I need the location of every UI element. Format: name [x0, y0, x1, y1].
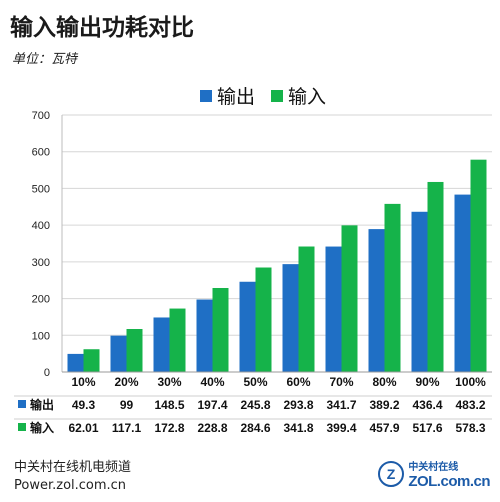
x-tick-label: 60% [286, 375, 310, 389]
footer-url: Power.zol.com.cn [14, 478, 127, 493]
legend-item-output: 输出 [200, 82, 255, 109]
x-tick-label: 10% [71, 375, 95, 389]
bar-output [325, 246, 342, 372]
y-tick-label: 100 [32, 330, 50, 342]
zol-logo: Z 中关村在线 ZOL.com.cn [378, 458, 490, 490]
data-label-input: 578.3 [455, 421, 485, 435]
x-tick-label: 40% [200, 375, 224, 389]
x-tick-label: 90% [415, 375, 439, 389]
x-tick-label: 50% [243, 375, 267, 389]
bar-input [384, 203, 401, 372]
legend-label-input: 输入 [288, 86, 327, 108]
bars [67, 159, 487, 372]
bar-output [282, 264, 299, 372]
chart-title: 输入输出功耗对比 [10, 15, 194, 41]
bar-input [169, 308, 186, 372]
legend: 输出 输入 [200, 82, 334, 109]
data-label-input: 399.4 [326, 421, 356, 435]
bar-output [153, 317, 170, 372]
bar-chart: 0 100 200 300 400 500 600 700 10% 49.3 62.01 20% 99… [14, 110, 492, 435]
y-tick-label: 400 [32, 220, 50, 232]
bar-output [110, 335, 127, 372]
y-tick-label: 700 [32, 110, 50, 122]
bar-output [239, 281, 256, 372]
bar-output [67, 353, 84, 372]
legend-swatch-output [200, 89, 212, 102]
data-label-output: 245.8 [240, 398, 270, 412]
data-label-output: 436.4 [412, 398, 442, 412]
data-label-input: 117.1 [112, 421, 142, 435]
zol-logo-icon: Z [378, 461, 405, 487]
data-label-output: 197.4 [197, 398, 227, 412]
bar-input [212, 287, 229, 372]
legend-label-output: 输出 [217, 86, 256, 108]
y-tick-label: 0 [44, 367, 50, 379]
x-tick-label: 100% [455, 375, 486, 389]
bar-input [470, 159, 487, 372]
x-tick-label: 20% [114, 375, 138, 389]
data-label-input: 284.6 [240, 421, 270, 435]
table-swatch-input [18, 423, 26, 431]
legend-item-input: 输入 [271, 82, 326, 109]
table-row-label-input: 输入 [30, 420, 54, 435]
zol-logo-cn: 中关村在线 [408, 462, 459, 473]
zol-logo-en: ZOL.com.cn [408, 473, 490, 490]
bar-input [341, 225, 358, 372]
y-axis: 0 100 200 300 400 500 600 700 [32, 110, 492, 379]
bar-input [126, 329, 143, 372]
data-label-output: 341.7 [326, 398, 356, 412]
x-tick-label: 70% [329, 375, 353, 389]
data-label-output: 99 [120, 398, 134, 412]
data-label-output: 49.3 [72, 398, 96, 412]
table-swatch-output [18, 400, 26, 408]
x-tick-label: 80% [372, 375, 396, 389]
table-row-label-output: 输出 [30, 397, 54, 412]
data-table: 10% 49.3 62.01 20% 99 117.1 30% 148.5 172.8 40% 19… [14, 375, 492, 435]
y-tick-label: 300 [32, 257, 50, 269]
data-label-input: 341.8 [283, 421, 313, 435]
data-label-output: 148.5 [154, 398, 184, 412]
y-tick-label: 600 [32, 147, 50, 159]
unit-label: 单位：瓦特 [12, 52, 78, 67]
legend-swatch-input [271, 89, 284, 102]
bar-input [255, 267, 272, 372]
data-label-input: 457.9 [369, 421, 399, 435]
data-label-output: 483.2 [455, 398, 485, 412]
bar-output [368, 229, 385, 372]
data-label-output: 293.8 [283, 398, 313, 412]
y-tick-label: 500 [32, 183, 50, 195]
data-label-input: 228.8 [197, 421, 227, 435]
zol-logo-mark: Z [387, 466, 396, 482]
footer-channel: 中关村在线机电频道 [14, 460, 132, 475]
data-label-input: 172.8 [154, 421, 184, 435]
bar-output [411, 211, 428, 372]
data-label-input: 517.6 [412, 421, 442, 435]
bar-output [196, 299, 213, 372]
bar-output [454, 194, 471, 372]
bar-input [83, 349, 100, 372]
y-tick-label: 200 [32, 294, 50, 306]
data-label-output: 389.2 [369, 398, 399, 412]
bar-input [298, 246, 315, 372]
data-label-input: 62.01 [68, 421, 98, 435]
bar-input [427, 181, 444, 372]
x-tick-label: 30% [157, 375, 181, 389]
